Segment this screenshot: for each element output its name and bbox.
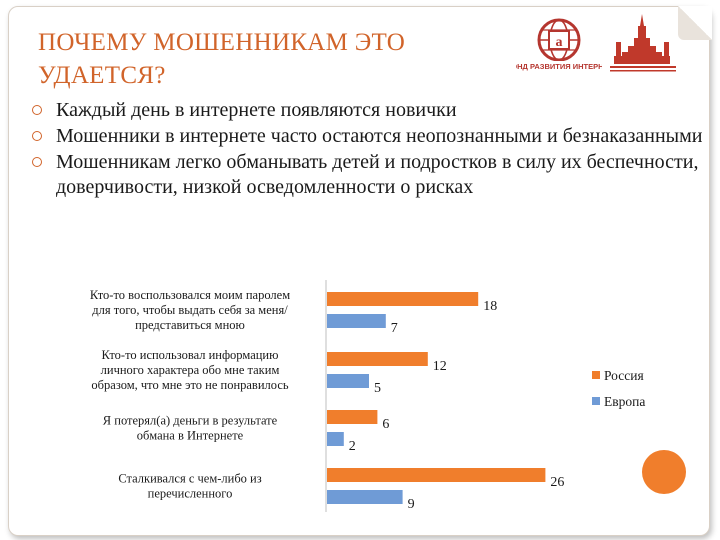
bar-europe — [327, 374, 369, 388]
data-label: 26 — [550, 475, 564, 490]
category-label: Сталкивался с чем-либо из перечисленного — [118, 472, 261, 501]
bar-europe — [327, 314, 386, 328]
bullet-item: Мошенникам легко обманывать детей и подр… — [32, 150, 707, 200]
msu-logo-icon — [610, 14, 676, 72]
bar-russia — [327, 292, 479, 306]
slide-title: ПОЧЕМУ МОШЕННИКАМ ЭТО УДАЕТСЯ? — [38, 29, 406, 89]
bar-russia — [327, 468, 546, 482]
bullet-text: Мошенники в интернете часто остаются нео… — [56, 125, 703, 147]
data-label: 18 — [483, 299, 497, 314]
bar-russia — [327, 352, 428, 366]
bar-chart: Кто-то воспользовался моим паролем для то… — [90, 280, 645, 512]
fond-logo-text: ФОНД РАЗВИТИЯ ИНТЕРНЕТ — [516, 62, 602, 71]
bar-russia — [327, 410, 378, 424]
data-label: 7 — [391, 321, 398, 336]
bar-europe — [327, 490, 403, 504]
bullet-text: Каждый день в интернете появляются нович… — [56, 99, 457, 121]
category-label: Я потерял(а) деньги в результате обмана в… — [103, 414, 278, 443]
bullet-text: Мошенникам легко обманывать детей и подр… — [56, 151, 699, 198]
legend-label: Россия — [604, 368, 644, 383]
page-curl — [678, 6, 712, 40]
data-label: 2 — [349, 439, 356, 454]
data-label: 5 — [374, 381, 381, 396]
bullet-list: Каждый день в интернете появляются нович… — [32, 98, 707, 201]
bullet-item: Мошенники в интернете часто остаются нео… — [32, 124, 707, 149]
legend-swatch — [592, 397, 600, 405]
slide-frame — [8, 6, 710, 536]
bullet-item: Каждый день в интернете появляются нович… — [32, 98, 707, 123]
svg-text:а: а — [556, 35, 563, 50]
data-label: 12 — [433, 359, 447, 374]
fond-logo-icon: а ФОНД РАЗВИТИЯ ИНТЕРНЕТ — [516, 18, 602, 71]
circle-bullet-icon — [32, 131, 42, 141]
legend-swatch — [592, 371, 600, 379]
category-label: Кто-то воспользовался моим паролем для то… — [90, 288, 290, 332]
decorative-circle — [642, 450, 686, 494]
bar-europe — [327, 432, 344, 446]
circle-bullet-icon — [32, 157, 42, 167]
category-label: Кто-то использовал информацию личного хар… — [91, 348, 288, 392]
legend-label: Европа — [604, 394, 645, 409]
circle-bullet-icon — [32, 105, 42, 115]
data-label: 9 — [408, 497, 415, 512]
data-label: 6 — [382, 417, 389, 432]
